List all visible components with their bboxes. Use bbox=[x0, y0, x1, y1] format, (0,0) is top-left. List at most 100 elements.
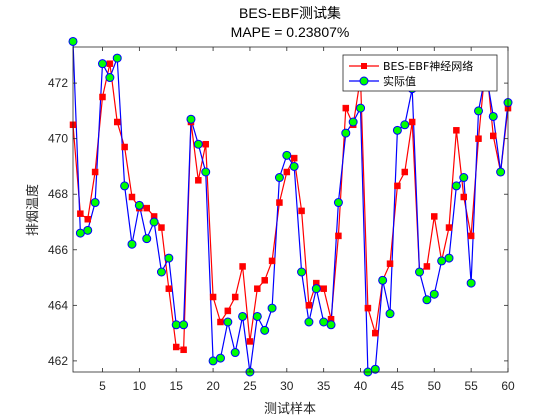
data-point-1 bbox=[217, 318, 224, 326]
data-point-2 bbox=[496, 167, 506, 177]
data-point-2 bbox=[238, 311, 248, 321]
data-point-2 bbox=[230, 348, 240, 358]
data-point-2 bbox=[274, 173, 284, 183]
data-point-1 bbox=[467, 232, 475, 240]
data-point-2 bbox=[385, 309, 395, 319]
data-point-1 bbox=[401, 168, 409, 176]
data-point-2 bbox=[223, 317, 233, 327]
data-point-1 bbox=[106, 60, 114, 67]
data-point-2 bbox=[142, 234, 152, 244]
data-point-1 bbox=[305, 302, 313, 309]
data-point-2 bbox=[267, 303, 277, 313]
data-point-1 bbox=[335, 232, 342, 240]
data-point-2 bbox=[378, 275, 388, 285]
data-point-2 bbox=[201, 167, 211, 177]
legend-label-2: 实际值 bbox=[383, 74, 416, 88]
data-point-2 bbox=[149, 217, 159, 227]
data-point-1 bbox=[180, 346, 187, 354]
legend-box bbox=[342, 54, 498, 92]
data-point-2 bbox=[341, 128, 351, 138]
legend-marker-2 bbox=[359, 76, 369, 86]
data-point-2 bbox=[215, 353, 225, 363]
data-point-1 bbox=[209, 293, 217, 301]
x-tick-label: 50 bbox=[428, 379, 442, 393]
data-point-1 bbox=[254, 285, 261, 292]
data-point-2 bbox=[97, 59, 107, 69]
data-point-1 bbox=[91, 168, 99, 176]
y-tick-label: 470 bbox=[48, 132, 68, 146]
y-tick-label: 472 bbox=[48, 76, 68, 90]
data-point-2 bbox=[311, 284, 321, 294]
x-tick-label: 30 bbox=[280, 379, 294, 393]
chart-title: BES-EBF测试集 bbox=[239, 5, 341, 21]
data-point-1 bbox=[423, 263, 431, 270]
data-point-2 bbox=[112, 53, 122, 63]
x-tick-label: 25 bbox=[243, 379, 257, 393]
data-point-1 bbox=[276, 199, 283, 206]
data-point-1 bbox=[453, 127, 460, 134]
x-tick-label: 40 bbox=[354, 379, 368, 393]
legend-label-1: BES-EBF神经网络 bbox=[383, 59, 473, 73]
data-point-2 bbox=[68, 36, 78, 46]
data-point-2 bbox=[429, 289, 439, 299]
plot-frame bbox=[72, 46, 509, 373]
data-point-1 bbox=[320, 285, 327, 292]
data-point-2 bbox=[370, 364, 380, 374]
data-point-2 bbox=[466, 278, 476, 288]
series-line-2 bbox=[72, 41, 509, 373]
data-point-1 bbox=[158, 224, 165, 231]
data-point-1 bbox=[342, 104, 350, 112]
data-point-2 bbox=[75, 228, 85, 238]
plot-layer bbox=[68, 36, 513, 377]
y-tick-label: 468 bbox=[48, 187, 68, 201]
chart-subtitle: MAPE = 0.23807% bbox=[231, 24, 350, 40]
data-point-2 bbox=[134, 200, 144, 210]
data-point-2 bbox=[488, 111, 498, 121]
data-point-2 bbox=[297, 267, 307, 277]
data-point-1 bbox=[372, 329, 379, 337]
data-point-1 bbox=[113, 118, 121, 126]
data-point-2 bbox=[333, 198, 343, 208]
data-point-1 bbox=[143, 204, 150, 212]
data-point-1 bbox=[202, 140, 209, 148]
data-point-2 bbox=[120, 181, 130, 191]
data-point-2 bbox=[356, 103, 366, 113]
data-point-1 bbox=[460, 193, 468, 201]
data-point-2 bbox=[156, 267, 166, 277]
data-point-2 bbox=[171, 320, 181, 330]
data-point-1 bbox=[408, 118, 416, 126]
data-point-1 bbox=[431, 213, 438, 220]
data-point-2 bbox=[289, 161, 299, 171]
data-point-1 bbox=[77, 210, 84, 217]
data-point-1 bbox=[246, 338, 254, 345]
data-point-2 bbox=[304, 317, 314, 327]
data-point-1 bbox=[165, 285, 173, 292]
data-point-2 bbox=[164, 253, 174, 263]
data-point-1 bbox=[394, 182, 401, 190]
data-point-1 bbox=[364, 304, 372, 312]
y-tick-label: 464 bbox=[48, 298, 68, 312]
x-tick-label: 10 bbox=[133, 379, 147, 393]
data-point-2 bbox=[474, 106, 484, 116]
data-point-1 bbox=[224, 307, 232, 315]
data-point-2 bbox=[326, 320, 336, 330]
data-point-1 bbox=[290, 154, 298, 162]
data-point-1 bbox=[99, 93, 106, 101]
data-point-1 bbox=[172, 343, 180, 351]
data-point-2 bbox=[451, 181, 461, 191]
data-point-1 bbox=[231, 293, 239, 301]
data-point-1 bbox=[84, 215, 91, 223]
y-tick-label: 462 bbox=[48, 354, 68, 368]
x-tick-label: 60 bbox=[501, 379, 515, 393]
data-point-2 bbox=[127, 239, 137, 249]
data-point-2 bbox=[105, 73, 115, 83]
data-point-1 bbox=[283, 168, 291, 176]
data-point-2 bbox=[415, 267, 425, 277]
x-tick-label: 20 bbox=[206, 379, 220, 393]
data-point-2 bbox=[319, 317, 329, 327]
data-point-1 bbox=[128, 193, 136, 201]
data-point-2 bbox=[348, 117, 358, 127]
data-point-1 bbox=[195, 177, 202, 184]
